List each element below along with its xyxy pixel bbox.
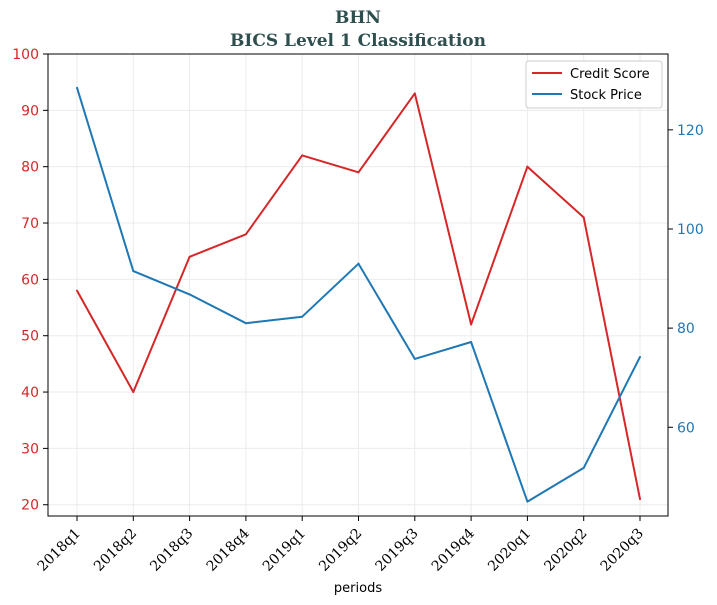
x-tick-label: 2019q1: [260, 526, 309, 575]
x-tick-label: 2018q1: [35, 526, 84, 575]
right-tick-label: 100: [677, 222, 704, 238]
left-tick-label: 90: [21, 103, 39, 119]
x-tick-label: 2019q4: [429, 525, 478, 574]
legend-label-stock-price: Stock Price: [570, 88, 642, 103]
right-tick-label: 120: [677, 123, 704, 139]
left-tick-label: 100: [12, 47, 39, 63]
data-point-stock-price: [526, 500, 529, 503]
left-tick-label: 80: [21, 160, 39, 176]
x-tick-label: 2019q2: [316, 526, 365, 575]
data-point-credit-score: [526, 165, 529, 168]
data-point-stock-price: [639, 355, 641, 358]
x-tick-label: 2018q2: [91, 526, 140, 575]
left-axis: 20 30 40 50 60 70 80 90 100: [12, 47, 48, 514]
legend-label-credit-score: Credit Score: [570, 67, 650, 82]
x-tick-label: 2018q3: [147, 526, 196, 575]
data-point-stock-price: [470, 341, 473, 344]
x-axis-label: periods: [334, 581, 382, 596]
data-point-stock-price: [132, 270, 135, 273]
data-point-credit-score: [639, 498, 641, 501]
data-point-stock-price: [582, 466, 585, 469]
x-tick-label: 2018q4: [204, 525, 253, 574]
data-point-credit-score: [76, 289, 78, 292]
grid: [48, 53, 668, 516]
data-point-stock-price: [76, 86, 78, 89]
x-axis: 2018q1 2018q2 2018q3 2018q4 2019q1 2019q2 2019…: [35, 516, 647, 575]
left-tick-label: 60: [21, 272, 39, 288]
series-lines: [76, 86, 641, 503]
chart-subtitle: BICS Level 1 Classification: [230, 31, 486, 51]
data-point-credit-score: [582, 216, 585, 219]
data-point-credit-score: [132, 391, 135, 394]
data-point-stock-price: [413, 357, 416, 360]
left-tick-label: 40: [21, 385, 39, 401]
data-point-credit-score: [188, 255, 191, 258]
right-axis: 60 80 100 120: [668, 123, 704, 436]
left-tick-label: 70: [21, 216, 39, 232]
data-point-credit-score: [244, 233, 247, 236]
data-point-credit-score: [357, 171, 360, 174]
left-tick-label: 30: [21, 441, 39, 457]
x-tick-label: 2020q3: [598, 526, 647, 575]
data-point-credit-score: [301, 154, 304, 157]
left-tick-label: 20: [21, 498, 39, 514]
chart-title: BHN: [335, 8, 381, 28]
x-tick-label: 2020q1: [485, 526, 534, 575]
data-point-stock-price: [301, 315, 304, 318]
legend: Credit Score Stock Price: [525, 60, 663, 109]
data-point-credit-score: [413, 92, 416, 95]
x-tick-label: 2019q3: [372, 526, 421, 575]
data-point-stock-price: [357, 262, 360, 265]
data-point-stock-price: [188, 293, 191, 296]
data-point-credit-score: [470, 323, 473, 326]
right-tick-label: 60: [677, 420, 695, 436]
x-tick-label: 2020q2: [541, 526, 590, 575]
data-point-stock-price: [244, 322, 247, 325]
left-tick-label: 50: [21, 329, 39, 345]
right-tick-label: 80: [677, 321, 695, 337]
